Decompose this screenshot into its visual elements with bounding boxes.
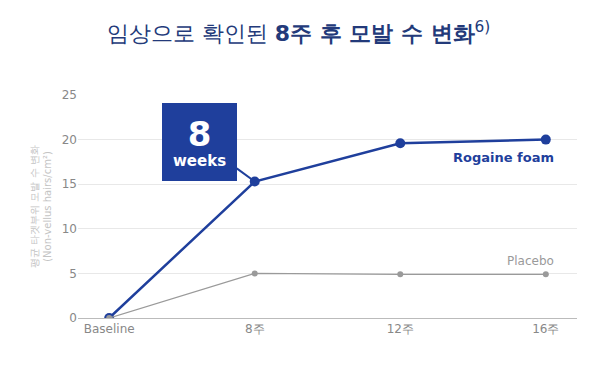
svg-text:12주: 12주 [387, 322, 414, 336]
svg-text:Baseline: Baseline [84, 322, 135, 336]
svg-text:25: 25 [62, 88, 77, 102]
svg-text:임상으로 확인된 8주 후 모발 수 변화​6)​: 임상으로 확인된 8주 후 모발 수 변화​6)​ [107, 18, 491, 46]
svg-text:8주: 8주 [245, 322, 265, 336]
svg-text:20: 20 [62, 133, 77, 147]
svg-text:5: 5 [69, 267, 77, 281]
svg-text:평균 타겟부위 모발 수 변화(Non-vellus hai: 평균 타겟부위 모발 수 변화(Non-vellus hairs/cm²) [29, 145, 53, 268]
svg-text:0: 0 [69, 311, 77, 325]
svg-text:Rogaine foam: Rogaine foam [453, 150, 554, 165]
svg-text:10: 10 [62, 222, 77, 236]
svg-text:15: 15 [62, 177, 77, 191]
svg-text:Placebo: Placebo [507, 254, 554, 268]
svg-text:16주: 16주 [532, 322, 559, 336]
svg-text:8weeks: 8weeks [173, 114, 226, 170]
